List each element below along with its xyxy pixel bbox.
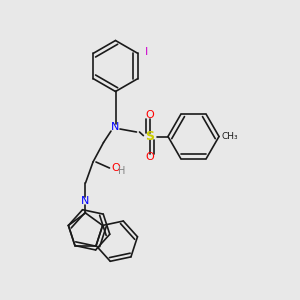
Text: N: N bbox=[111, 122, 120, 133]
Text: S: S bbox=[146, 130, 154, 143]
Text: H: H bbox=[118, 166, 125, 176]
Text: O: O bbox=[146, 152, 154, 163]
Text: O: O bbox=[111, 163, 120, 173]
Text: O: O bbox=[146, 110, 154, 121]
Text: I: I bbox=[145, 47, 148, 57]
Text: N: N bbox=[81, 196, 90, 206]
Text: CH₃: CH₃ bbox=[222, 132, 238, 141]
